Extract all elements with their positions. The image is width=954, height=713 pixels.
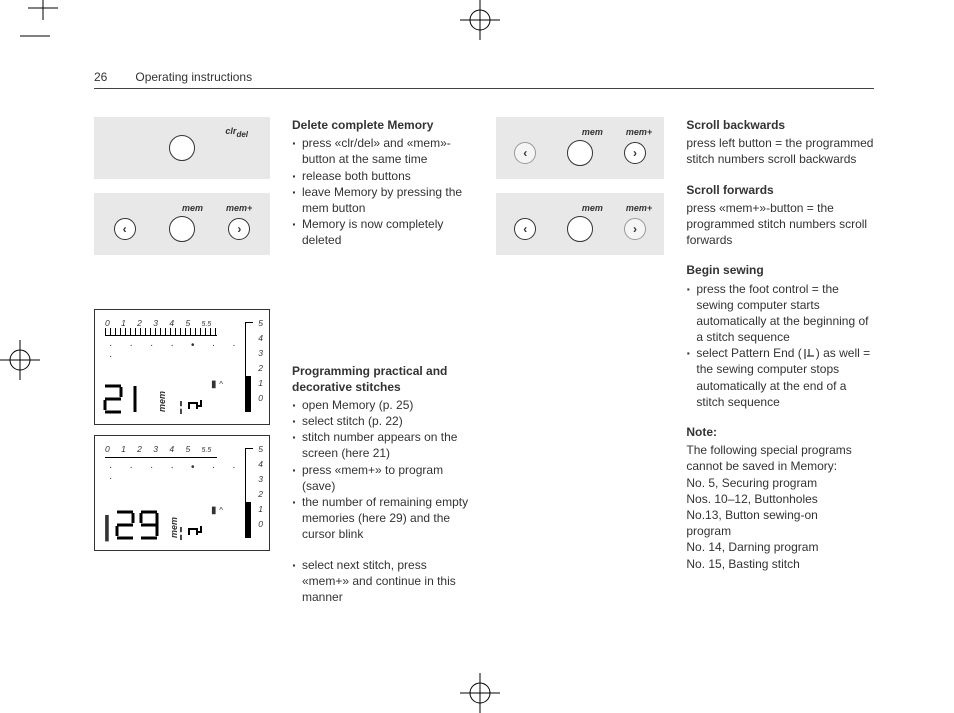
page-title: Operating instructions <box>135 70 252 84</box>
mem-button-2[interactable] <box>567 140 593 166</box>
column-4: Scroll backwards press left button = the… <box>686 117 874 619</box>
mem-plus-label-3: mem+ <box>626 203 652 213</box>
list-item: press «clr/del» and «mem»-button at the … <box>292 135 474 167</box>
list-item: program <box>686 523 874 539</box>
ruler-labels-2: 0 1 2 3 4 5 5.5 <box>105 444 261 454</box>
mem-panel-fwd: mem mem+ ‹ › <box>496 193 664 255</box>
needle-icon: ▮ ^ <box>211 379 223 390</box>
note-list: No. 5, Securing program Nos. 10–12, Butt… <box>686 475 874 572</box>
mem-label-2: mem <box>582 127 603 137</box>
page-header: 26 Operating instructions <box>94 70 874 89</box>
pattern-end-icon <box>802 348 816 360</box>
clr-del-panel: clrdel <box>94 117 270 179</box>
mem-panel-back: mem mem+ ‹ › <box>496 117 664 179</box>
column-1: clrdel mem mem+ ‹ › 0 1 2 3 4 5 5.5 · · … <box>94 117 270 619</box>
prog-list: open Memory (p. 25) select stitch (p. 22… <box>292 397 474 543</box>
foot-icon: ¦ <box>179 397 203 414</box>
mem-panel-1: mem mem+ ‹ › <box>94 193 270 255</box>
note-intro: The following special programs cannot be… <box>686 442 874 474</box>
dots-row-2: · · · · • · · · <box>109 462 261 484</box>
list-item: No. 14, Darning program <box>686 539 874 555</box>
delete-title: Delete complete Memory <box>292 117 474 133</box>
ruler-labels: 0 1 2 3 4 5 5.5 <box>105 318 261 328</box>
mem-vertical-2: mem <box>169 517 179 538</box>
note-title: Note: <box>686 424 874 440</box>
mem-button-3[interactable] <box>567 216 593 242</box>
prog-title: Programming practical and decorative sti… <box>292 363 474 395</box>
scale-bar-2 <box>245 448 251 538</box>
delete-list: press «clr/del» and «mem»-button at the … <box>292 135 474 248</box>
side-scale-2: 5 4 3 2 1 0 <box>258 442 263 532</box>
list-item: Memory is now completely deleted <box>292 216 474 248</box>
column-2: Delete complete Memory press «clr/del» a… <box>292 117 474 619</box>
list-item: leave Memory by pressing the mem button <box>292 184 474 216</box>
list-item: stitch number appears on the screen (her… <box>292 429 474 461</box>
scroll-back-title: Scroll backwards <box>686 117 874 133</box>
list-item: Nos. 10–12, Buttonholes <box>686 491 874 507</box>
needle-icon-2: ▮ ^ <box>211 505 223 516</box>
left-arrow-button-3[interactable]: ‹ <box>514 218 536 240</box>
mem-vertical: mem <box>157 391 167 412</box>
begin-title: Begin sewing <box>686 262 874 278</box>
list-item: the number of remaining empty memories (… <box>292 494 474 543</box>
list-item: press «mem+» to program (save) <box>292 462 474 494</box>
list-item: press the foot control = the sewing comp… <box>686 281 874 346</box>
side-scale: 5 4 3 2 1 0 <box>258 316 263 406</box>
page-content: 26 Operating instructions clrdel mem mem… <box>94 70 874 619</box>
scroll-fwd-text: press «mem+»-button = the programmed sti… <box>686 200 874 249</box>
list-item: select stitch (p. 22) <box>292 413 474 429</box>
digit-row: mem <box>103 384 167 414</box>
clr-del-button[interactable] <box>169 135 195 161</box>
right-arrow-button-2[interactable]: › <box>624 142 646 164</box>
lcd-display-1: 0 1 2 3 4 5 5.5 · · · · • · · · 5 4 3 2 … <box>94 309 270 425</box>
lcd-display-2: 0 1 2 3 4 5 5.5 · · · · • · · · 5 4 3 2 … <box>94 435 270 551</box>
column-3: mem mem+ ‹ › mem mem+ ‹ › <box>496 117 664 619</box>
foot-icon-2: ¦ <box>179 523 203 540</box>
list-item: No. 5, Securing program <box>686 475 874 491</box>
columns: clrdel mem mem+ ‹ › 0 1 2 3 4 5 5.5 · · … <box>94 117 874 619</box>
list-item: select Pattern End () as well = the sewi… <box>686 345 874 410</box>
right-arrow-button[interactable]: › <box>228 218 250 240</box>
mem-label: mem <box>182 203 203 213</box>
mem-button[interactable] <box>169 216 195 242</box>
ruler-marks <box>105 328 217 336</box>
dots-row: · · · · • · · · <box>109 340 261 362</box>
mem-label-3: mem <box>582 203 603 213</box>
list-item: release both buttons <box>292 168 474 184</box>
scroll-fwd-title: Scroll forwards <box>686 182 874 198</box>
left-arrow-button[interactable]: ‹ <box>114 218 136 240</box>
digit-row-2: | mem <box>103 510 179 540</box>
seven-seg-21 <box>103 384 151 414</box>
page-number: 26 <box>94 70 107 84</box>
list-item: No.13, Button sewing-on <box>686 507 874 523</box>
list-item: No. 15, Basting stitch <box>686 556 874 572</box>
left-arrow-button-hl[interactable]: ‹ <box>514 142 536 164</box>
clr-del-label: clrdel <box>225 127 248 139</box>
mem-plus-label: mem+ <box>226 203 252 213</box>
seven-seg-29 <box>115 510 163 540</box>
begin-list: press the foot control = the sewing comp… <box>686 281 874 411</box>
list-item: select next stitch, press «mem+» and con… <box>292 557 474 606</box>
ruler-marks-2 <box>105 454 217 458</box>
prog-list-2: select next stitch, press «mem+» and con… <box>292 557 474 606</box>
scale-bar <box>245 322 251 412</box>
list-item: open Memory (p. 25) <box>292 397 474 413</box>
scroll-back-text: press left button = the programmed stitc… <box>686 135 874 167</box>
mem-plus-label-2: mem+ <box>626 127 652 137</box>
right-arrow-button-hl[interactable]: › <box>624 218 646 240</box>
